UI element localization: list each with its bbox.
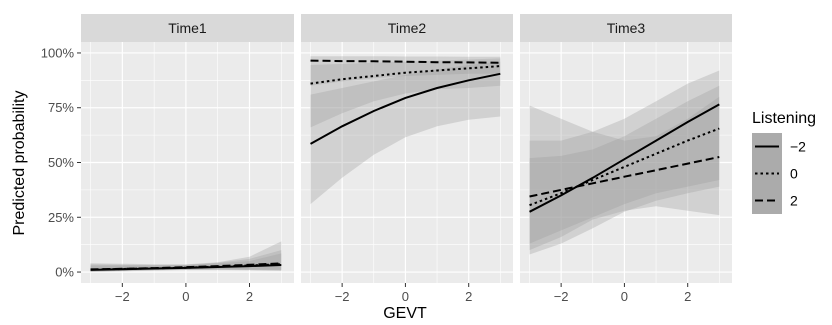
confidence-band-2: [529, 85, 720, 244]
facet-panels: Time1 Time2 Time3: [81, 14, 732, 283]
x-axis-1: −2 0 2: [115, 283, 253, 304]
series-line-1: [529, 103, 720, 213]
legend-item-2: 0: [752, 160, 798, 187]
series-line-2: [90, 263, 282, 271]
x-tick-label: −2: [335, 289, 350, 304]
y-tick-label: 25%: [48, 210, 74, 225]
series-line-3: [310, 59, 501, 64]
facet-strip-label: Time2: [388, 20, 427, 36]
x-tick-label: −2: [554, 289, 569, 304]
gridlines: [301, 42, 513, 283]
legend-title: Listening: [752, 110, 816, 127]
series-line-2: [310, 65, 501, 85]
confidence-band-3: [310, 56, 501, 86]
confidence-band-1: [90, 241, 282, 272]
x-axis-2: −2 0 2: [335, 283, 472, 304]
y-axis-label: Predicted probability: [11, 91, 28, 236]
facet-strip-label: Time1: [168, 20, 207, 36]
facet-panel-1: Time1: [81, 14, 294, 283]
legend-item-3: 2: [752, 187, 798, 214]
facet-strip: [520, 14, 732, 42]
facet-panel-2: Time2: [301, 14, 513, 283]
legend-label: −2: [790, 139, 806, 155]
y-tick-label: 75%: [48, 100, 74, 115]
y-tick-label: 50%: [48, 155, 74, 170]
x-tick-label: 0: [182, 289, 189, 304]
x-tick-label: 2: [246, 289, 253, 304]
x-tick-label: 0: [402, 289, 409, 304]
y-tick-label: 0%: [55, 265, 74, 280]
series-line-3: [529, 156, 720, 198]
x-tick-label: 2: [684, 289, 691, 304]
gridlines: [81, 42, 294, 283]
x-tick-label: −2: [115, 289, 130, 304]
x-axis-3: −2 0 2: [554, 283, 691, 304]
x-tick-label: 0: [621, 289, 628, 304]
facet-panel-3: Time3: [520, 14, 732, 283]
x-axis-label: GEVT: [383, 305, 427, 322]
facet-strip: [81, 14, 294, 42]
legend-item-1: −2: [752, 133, 806, 160]
facet-strip: [301, 14, 513, 42]
series-line-3: [90, 262, 282, 271]
legend-label: 2: [790, 193, 798, 209]
confidence-band-3: [529, 96, 720, 251]
x-tick-label: 2: [465, 289, 472, 304]
y-tick-label: 100%: [41, 45, 75, 60]
confidence-band-1: [310, 61, 501, 205]
series-line-2: [529, 127, 720, 207]
legend-label: 0: [790, 166, 798, 182]
series-line-1: [310, 72, 501, 145]
x-axes: −2 0 2 −2 0 2 −2 0 2: [115, 283, 691, 304]
confidence-band-1: [529, 70, 720, 255]
legend: Listening −2 0 2: [752, 110, 816, 214]
confidence-band-2: [310, 58, 501, 128]
y-axis: 0% 25% 50% 75% 100%: [41, 45, 81, 280]
facet-strip-label: Time3: [607, 20, 646, 36]
